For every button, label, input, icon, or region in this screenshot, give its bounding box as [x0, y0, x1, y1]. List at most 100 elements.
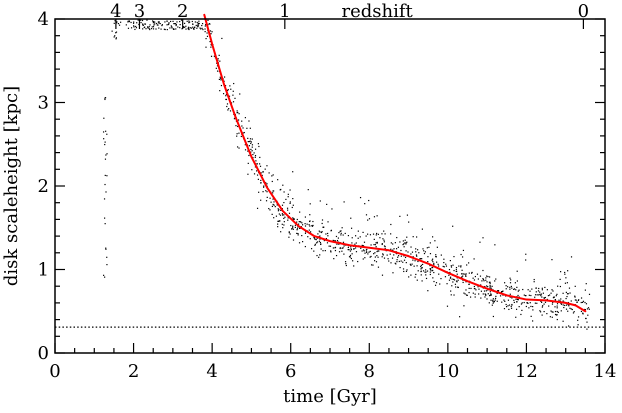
scatter-point — [449, 277, 451, 279]
scatter-point — [585, 303, 588, 305]
scatter-point — [488, 302, 490, 304]
scatter-point — [150, 28, 153, 30]
scatter-point — [370, 255, 372, 258]
scatter-point — [202, 28, 204, 31]
scatter-point — [543, 303, 545, 305]
scatter-point — [535, 287, 537, 289]
scatter-point — [484, 293, 486, 295]
scatter-point — [266, 196, 268, 198]
scatter-point — [534, 296, 536, 298]
scatter-point — [396, 261, 398, 263]
scatter-point — [307, 236, 309, 238]
scatter-point — [278, 220, 280, 222]
scatter-point — [443, 261, 445, 264]
scatter-point — [518, 289, 520, 291]
scatter-point — [505, 285, 507, 287]
scatter-point — [369, 234, 372, 236]
scatter-point — [404, 239, 406, 241]
scatter-point — [223, 76, 226, 78]
scatter-point — [247, 150, 249, 152]
scatter-point — [252, 153, 254, 156]
scatter-point — [485, 279, 487, 281]
scatter-point — [117, 22, 120, 25]
scatter-point — [106, 256, 108, 258]
scatter-point — [277, 223, 279, 225]
scatter-point — [216, 62, 218, 64]
scatter-point — [310, 231, 312, 233]
scatter-point — [412, 236, 414, 238]
scatter-point — [504, 300, 506, 302]
scatter-point — [294, 226, 296, 229]
scatter-point — [370, 244, 372, 246]
scatter-point — [228, 95, 231, 97]
scatter-point — [152, 20, 154, 22]
scatter-point — [205, 46, 207, 48]
scatter-point — [461, 256, 464, 258]
scatter-point — [504, 282, 506, 284]
scatter-point — [435, 254, 437, 256]
scatter-point — [115, 38, 117, 40]
scatter-point — [189, 21, 191, 23]
scatter-point — [161, 24, 163, 27]
scatter-point — [484, 285, 486, 288]
scatter-point — [367, 253, 369, 255]
scatter-point — [577, 316, 580, 318]
scatter-point — [104, 217, 106, 219]
scatter-point — [525, 253, 527, 255]
scatter-point — [521, 309, 523, 311]
scatter-point — [487, 286, 489, 288]
scatter-point — [153, 24, 155, 26]
scatter-point — [456, 281, 458, 283]
scatter-point — [250, 151, 252, 153]
scatter-point — [147, 27, 149, 29]
ticks-layer — [54, 18, 606, 354]
scatter-point — [321, 222, 323, 225]
scatter-point — [289, 233, 291, 235]
scatter-point — [325, 233, 327, 235]
scatter-point — [481, 280, 483, 282]
scatter-point — [575, 299, 577, 301]
scatter-point — [259, 165, 262, 167]
scatter-point — [333, 258, 335, 260]
scatter-point — [277, 208, 279, 210]
scatter-point — [343, 253, 345, 255]
scatter-point — [257, 178, 259, 180]
scatter-point — [263, 186, 265, 188]
y-tick-label: 2 — [38, 176, 49, 197]
scatter-point — [386, 254, 388, 256]
scatter-point — [319, 235, 321, 237]
scatter-point — [453, 279, 456, 281]
scatter-point — [152, 26, 155, 28]
scatter-point — [507, 305, 509, 307]
scatter-point — [376, 250, 378, 253]
scatter-point — [243, 131, 245, 134]
scatter-point — [325, 237, 328, 240]
scatter-point — [238, 113, 240, 115]
scatter-point — [309, 225, 311, 227]
scatter-point — [141, 19, 144, 22]
scatter-point — [127, 20, 129, 22]
scatter-point — [352, 260, 354, 262]
scatter-point — [149, 24, 151, 26]
scatter-point — [382, 253, 384, 255]
scatter-point — [513, 288, 515, 290]
scatter-point — [402, 261, 404, 263]
scatter-point — [383, 245, 386, 247]
scatter-point — [564, 271, 566, 274]
scatter-point — [510, 285, 512, 288]
scatter-point — [505, 306, 508, 308]
scatter-point — [381, 274, 384, 276]
scatter-point — [286, 207, 289, 209]
scatter-point — [382, 254, 384, 256]
scatter-point — [255, 160, 257, 162]
scatter-point — [372, 233, 375, 235]
scatter-point — [576, 301, 578, 303]
scatter-point — [549, 316, 551, 318]
scatter-point — [104, 98, 106, 101]
scatter-point — [416, 279, 418, 281]
scatter-point — [454, 283, 457, 285]
scatter-point — [232, 94, 234, 96]
scatter-point — [336, 239, 339, 242]
scatter-point — [435, 282, 438, 284]
